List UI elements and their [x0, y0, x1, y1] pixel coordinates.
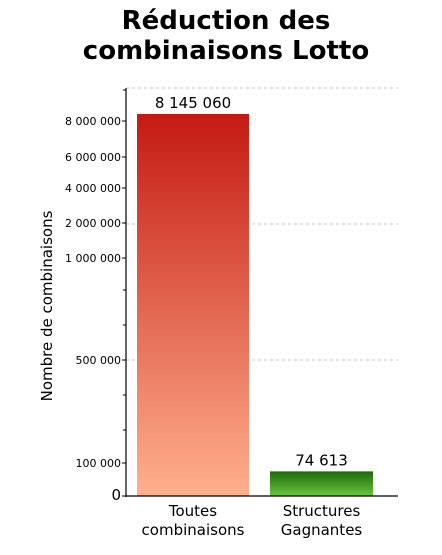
category-label: Gagnantes — [281, 521, 363, 539]
y-ticks: 0 100 000 500 000 1 000 000 2 000 000 4 000 0… — [65, 89, 126, 504]
y-tick-label: 1 000 000 — [65, 252, 121, 265]
value-labels: 8 145 060 74 613 — [155, 94, 348, 469]
category-label: Toutes — [168, 502, 217, 520]
chart-title-line-1: Réduction des — [122, 6, 331, 36]
y-tick-label: 8 000 000 — [65, 115, 121, 128]
y-tick-label: 0 — [111, 486, 121, 504]
y-tick-label: 6 000 000 — [65, 151, 121, 164]
y-tick-label: 2 000 000 — [65, 217, 121, 230]
y-tick-label: 100 000 — [76, 457, 122, 470]
bar-value-label: 8 145 060 — [155, 94, 231, 112]
bar-1 — [270, 471, 373, 496]
y-tick-label: 4 000 000 — [65, 182, 121, 195]
axes — [125, 88, 398, 497]
category-label: combinaisons — [142, 521, 245, 539]
chart-title-line-2: combinaisons Lotto — [83, 36, 369, 66]
y-axis-label: Nombre de combinaisons — [38, 210, 56, 401]
bars — [137, 114, 373, 496]
bar-0 — [137, 114, 249, 496]
category-label: Structures — [283, 502, 361, 520]
y-tick-label: 500 000 — [76, 354, 122, 367]
bar-value-label: 74 613 — [295, 451, 348, 469]
